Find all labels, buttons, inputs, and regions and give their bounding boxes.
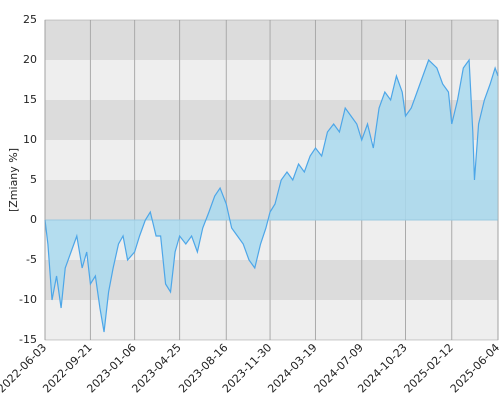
y-tick-label: 20 xyxy=(23,53,37,66)
y-tick-label: 15 xyxy=(23,93,37,106)
y-axis-label: [Zmiany %] xyxy=(7,148,20,212)
y-tick-label: 25 xyxy=(23,13,37,26)
y-tick-label: -10 xyxy=(19,293,37,306)
y-tick-label: 0 xyxy=(30,213,37,226)
background-band xyxy=(45,20,498,60)
background-band xyxy=(45,300,498,340)
line xyxy=(44,58,499,333)
y-tick-label: -15 xyxy=(19,333,37,346)
y-tick-label: 5 xyxy=(30,173,37,186)
y-tick-label: -5 xyxy=(26,253,37,266)
y-tick-label: 10 xyxy=(23,133,37,146)
background-band xyxy=(45,260,498,300)
x-tick-label: 2025-06-04 xyxy=(448,341,500,395)
area xyxy=(45,60,498,332)
plot-border xyxy=(44,19,499,341)
